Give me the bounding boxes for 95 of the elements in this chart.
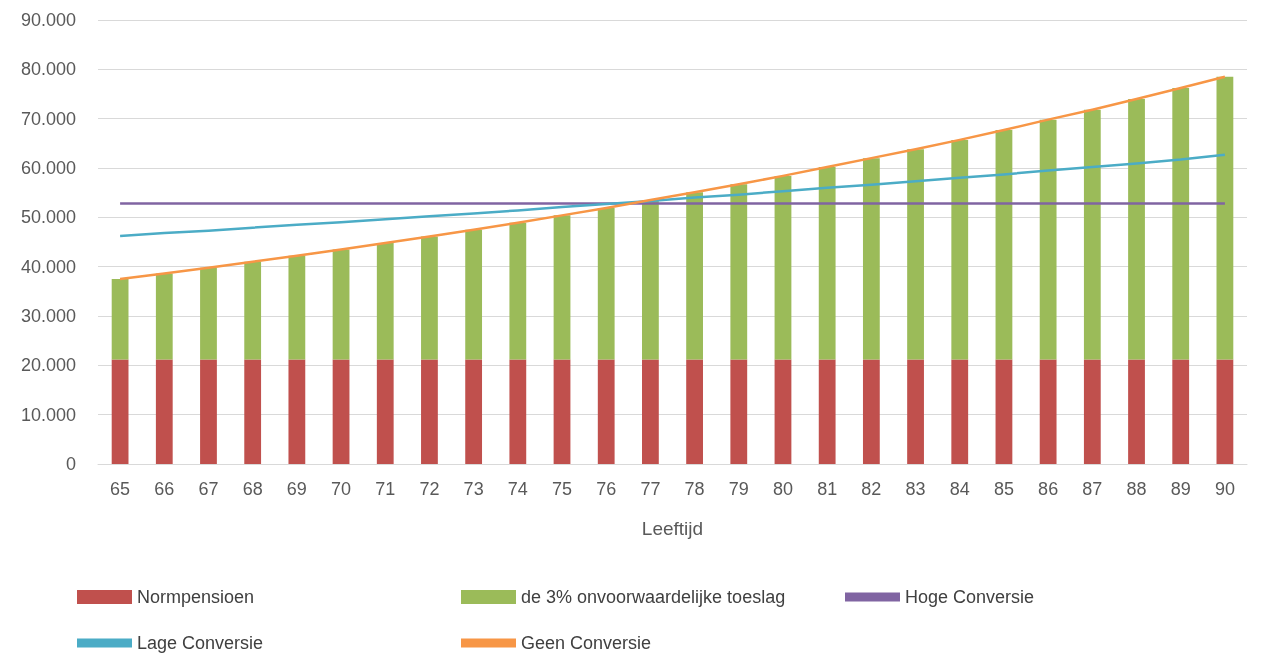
y-tick-label: 40.000 xyxy=(20,256,76,277)
bar xyxy=(597,207,615,360)
x-tick-label: 90 xyxy=(1214,479,1235,499)
legend-label: Lage Conversie xyxy=(137,633,264,653)
bar xyxy=(642,359,659,464)
x-tick-label: 81 xyxy=(817,479,838,499)
bar xyxy=(774,359,792,464)
x-tick-label: 66 xyxy=(154,479,175,499)
bar xyxy=(818,359,836,464)
y-tick-label: 90.000 xyxy=(20,10,76,30)
x-tick-label: 65 xyxy=(110,479,131,499)
x-tick-label: 75 xyxy=(552,479,573,499)
x-tick-label: 71 xyxy=(375,479,396,499)
y-tick-label: 10.000 xyxy=(20,404,76,425)
x-tick-label: 79 xyxy=(728,479,749,499)
bar xyxy=(951,359,969,464)
bar xyxy=(200,359,217,464)
bar xyxy=(155,273,173,360)
x-tick-label: 77 xyxy=(640,479,661,499)
bar xyxy=(288,255,306,360)
bar xyxy=(686,359,703,464)
line-series xyxy=(118,75,1227,281)
bar xyxy=(1083,359,1101,464)
y-tick-label: 20.000 xyxy=(20,355,76,376)
bar xyxy=(421,236,438,360)
legend-label: de 3% onvoorwaardelijke toeslag xyxy=(521,587,786,607)
y-tick-label: 80.000 xyxy=(20,59,76,80)
bar xyxy=(1216,76,1234,360)
bar xyxy=(862,359,880,464)
x-tick-label: 83 xyxy=(905,479,926,499)
x-tick-label: 69 xyxy=(286,479,307,499)
bar xyxy=(1128,359,1145,464)
bar xyxy=(686,192,703,360)
y-tick-label: 0 xyxy=(65,454,76,474)
legend-label: Normpensioen xyxy=(137,587,255,607)
bar xyxy=(1083,109,1101,360)
bar xyxy=(465,359,483,464)
bar xyxy=(862,158,880,360)
x-tick-label: 74 xyxy=(507,479,528,499)
bar xyxy=(111,359,129,464)
legend-label: Geen Conversie xyxy=(521,633,652,653)
bar xyxy=(907,359,924,464)
bar xyxy=(1039,359,1057,464)
x-tick-label: 88 xyxy=(1126,479,1147,499)
y-tick-label: 30.000 xyxy=(20,306,76,326)
bar xyxy=(376,242,394,360)
x-tick-label: 80 xyxy=(772,479,793,499)
bar xyxy=(509,222,527,360)
bar xyxy=(244,359,262,464)
bar xyxy=(1128,98,1145,360)
bar xyxy=(288,359,306,464)
x-tick-label: 72 xyxy=(419,479,440,499)
x-tick-label: 84 xyxy=(949,479,970,499)
x-tick-label: 82 xyxy=(861,479,882,499)
bar xyxy=(730,184,748,360)
bar xyxy=(730,359,748,464)
x-axis-title: Leeftijd xyxy=(641,518,704,539)
bar xyxy=(1172,359,1190,464)
legend-label: Hoge Conversie xyxy=(905,587,1035,607)
bar xyxy=(200,267,217,360)
bar xyxy=(332,359,350,464)
bar xyxy=(553,215,571,360)
bar xyxy=(421,359,438,464)
bar xyxy=(1039,119,1057,360)
x-tick-label: 73 xyxy=(463,479,484,499)
bar xyxy=(155,359,173,464)
bar xyxy=(376,359,394,464)
x-tick-label: 86 xyxy=(1038,479,1059,499)
line-series xyxy=(118,153,1227,238)
bar xyxy=(1172,88,1190,360)
bar xyxy=(553,359,571,464)
bar xyxy=(995,359,1013,464)
x-tick-label: 85 xyxy=(993,479,1014,499)
bar xyxy=(244,261,262,360)
bar xyxy=(774,175,792,360)
bar xyxy=(951,139,969,360)
bar xyxy=(465,229,483,360)
bar xyxy=(111,279,129,360)
x-tick-label: 87 xyxy=(1082,479,1103,499)
x-tick-label: 68 xyxy=(242,479,263,499)
y-tick-label: 70.000 xyxy=(20,108,76,129)
y-tick-label: 60.000 xyxy=(20,158,76,178)
x-tick-label: 67 xyxy=(198,479,219,499)
bar xyxy=(1216,359,1234,464)
bar xyxy=(509,359,527,464)
bar xyxy=(907,149,924,360)
bar xyxy=(597,359,615,464)
bar xyxy=(995,130,1013,360)
x-tick-label: 89 xyxy=(1170,479,1191,499)
x-tick-label: 78 xyxy=(684,479,705,499)
y-tick-label: 50.000 xyxy=(20,207,76,228)
x-tick-label: 70 xyxy=(331,479,352,499)
x-tick-label: 76 xyxy=(596,479,617,499)
bar xyxy=(332,249,350,360)
bar xyxy=(818,167,836,360)
